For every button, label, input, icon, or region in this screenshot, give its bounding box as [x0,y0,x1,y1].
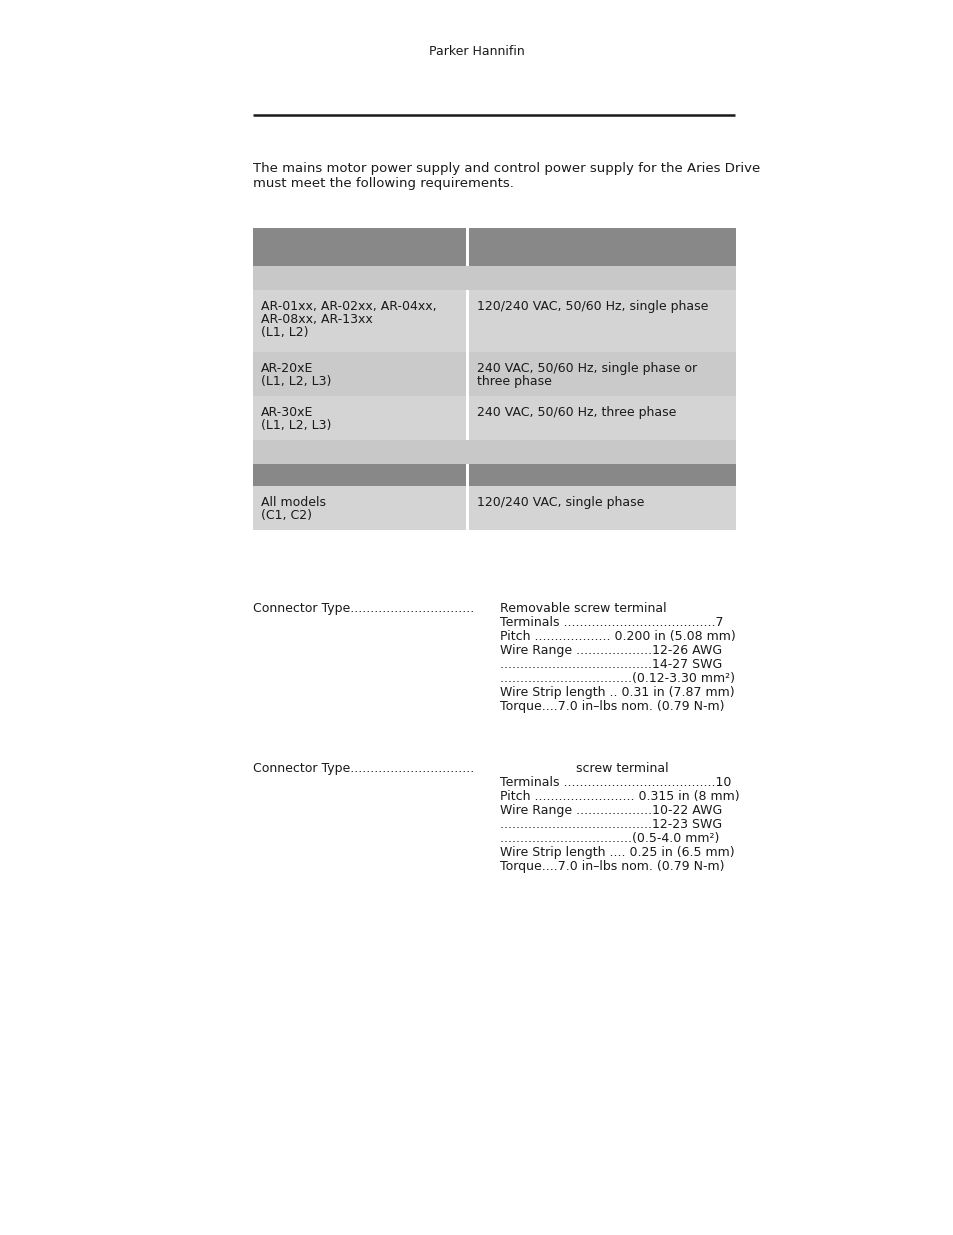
Bar [469,228,735,266]
Text: 120/240 VAC, single phase: 120/240 VAC, single phase [476,496,643,509]
Text: .................................(0.5-4.0 mm²): .................................(0.5-4.… [499,832,719,845]
Text: The mains motor power supply and control power supply for the Aries Drive
must m: The mains motor power supply and control… [253,162,760,190]
Text: Pitch ................... 0.200 in (5.08 mm): Pitch ................... 0.200 in (5.08… [499,630,735,643]
Text: (L1, L2): (L1, L2) [261,326,308,338]
Text: Wire Strip length .. 0.31 in (7.87 mm): Wire Strip length .. 0.31 in (7.87 mm) [499,685,734,699]
Bar [253,228,465,266]
Text: Terminals ......................................10: Terminals ..............................… [499,776,731,789]
Text: AR-20xE: AR-20xE [261,362,313,375]
Text: Wire Range ...................12-26 AWG: Wire Range ...................12-26 AWG [499,643,721,657]
Text: Parker Hannifin: Parker Hannifin [429,44,524,58]
Text: Removable screw terminal: Removable screw terminal [499,601,666,615]
Text: Connector Type...............................: Connector Type..........................… [253,762,474,776]
Text: 240 VAC, 50/60 Hz, three phase: 240 VAC, 50/60 Hz, three phase [476,406,676,419]
Bar [469,464,735,487]
Text: (L1, L2, L3): (L1, L2, L3) [261,375,331,388]
Bar [469,290,735,352]
Text: (L1, L2, L3): (L1, L2, L3) [261,419,331,432]
Bar [253,487,465,530]
Text: AR-08xx, AR-13xx: AR-08xx, AR-13xx [261,312,373,326]
Text: 240 VAC, 50/60 Hz, single phase or: 240 VAC, 50/60 Hz, single phase or [476,362,697,375]
Bar [253,290,465,352]
Bar [469,352,735,396]
Text: Torque....7.0 in–lbs nom. (0.79 N-m): Torque....7.0 in–lbs nom. (0.79 N-m) [499,700,723,713]
Text: ......................................12-23 SWG: ......................................12… [499,818,721,831]
Text: three phase: three phase [476,375,551,388]
Text: Torque....7.0 in–lbs nom. (0.79 N-m): Torque....7.0 in–lbs nom. (0.79 N-m) [499,860,723,873]
Text: AR-30xE: AR-30xE [261,406,313,419]
Text: All models: All models [261,496,326,509]
Bar [253,352,465,396]
Bar [469,396,735,440]
Bar [253,440,735,464]
Text: Wire Range ...................10-22 AWG: Wire Range ...................10-22 AWG [499,804,721,818]
Text: Wire Strip length .... 0.25 in (6.5 mm): Wire Strip length .... 0.25 in (6.5 mm) [499,846,734,860]
Bar [253,464,465,487]
Text: 120/240 VAC, 50/60 Hz, single phase: 120/240 VAC, 50/60 Hz, single phase [476,300,708,312]
Bar [469,487,735,530]
Bar [253,396,465,440]
Text: Connector Type...............................: Connector Type..........................… [253,601,474,615]
Text: (C1, C2): (C1, C2) [261,509,312,522]
Text: Pitch ......................... 0.315 in (8 mm): Pitch ......................... 0.315 in… [499,790,739,803]
Text: AR-01xx, AR-02xx, AR-04xx,: AR-01xx, AR-02xx, AR-04xx, [261,300,436,312]
Text: Terminals ......................................7: Terminals ..............................… [499,616,722,629]
Text: .................................(0.12-3.30 mm²): .................................(0.12-3… [499,672,734,685]
Bar [253,266,735,290]
Text: ......................................14-27 SWG: ......................................14… [499,658,721,671]
Text: screw terminal: screw terminal [499,762,668,776]
